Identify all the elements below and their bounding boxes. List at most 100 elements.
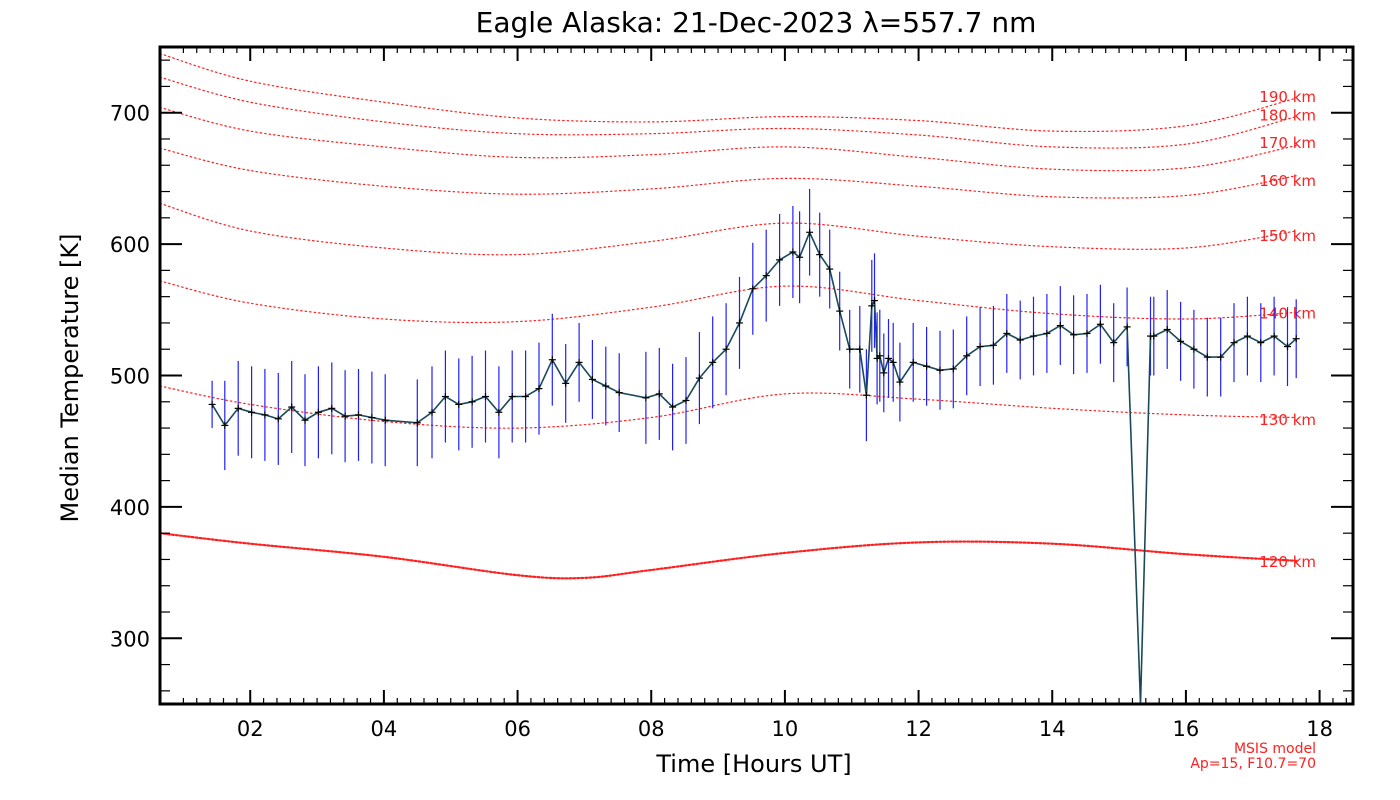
data-point [1243, 332, 1251, 340]
data-point [588, 375, 596, 383]
data-point [1043, 329, 1051, 337]
data-point [846, 345, 854, 353]
data-point [468, 398, 476, 406]
data-point [381, 416, 389, 424]
data-point [1217, 353, 1225, 361]
data-point [341, 412, 349, 420]
data-point [368, 414, 376, 422]
data-point [789, 248, 797, 256]
data-point [642, 394, 650, 402]
data-point [776, 256, 784, 264]
data-point [615, 389, 623, 397]
data-point [862, 391, 870, 399]
data-point [880, 369, 888, 377]
model-curve-170-km [159, 106, 1297, 172]
measured-series [208, 228, 1300, 705]
model-note-line2: Ap=15, F10.7=70 [1190, 756, 1316, 772]
data-point [682, 396, 690, 404]
altitude-label: 150 km [1259, 227, 1316, 245]
data-point [495, 408, 503, 416]
model-note-line1: MSIS model [1234, 741, 1316, 757]
y-tick-label: 500 [110, 365, 150, 389]
plot-frame [158, 45, 1355, 706]
data-point [762, 272, 770, 280]
x-tick-label: 10 [772, 717, 799, 741]
altitude-label: 190 km [1259, 88, 1316, 106]
data-point [562, 379, 570, 387]
data-point [221, 421, 229, 429]
model-curve-150-km [159, 202, 1297, 256]
x-tick-label: 02 [237, 717, 264, 741]
data-point [989, 341, 997, 349]
data-point [936, 366, 944, 374]
altitude-label: 130 km [1259, 411, 1316, 429]
data-point [749, 285, 757, 293]
data-point [413, 419, 421, 427]
data-point [889, 358, 897, 366]
model-curve-120-km [158, 532, 1298, 580]
data-point [923, 362, 931, 370]
data-point [695, 374, 703, 382]
model-curve-190-km [159, 53, 1297, 133]
data-point [669, 403, 677, 411]
data-point [1083, 329, 1091, 337]
data-point [806, 228, 814, 236]
model-curve-130-km [159, 385, 1297, 429]
data-point [1163, 326, 1171, 334]
altitude-label: 120 km [1259, 553, 1316, 571]
data-point [575, 358, 583, 366]
data-point [1110, 339, 1118, 347]
x-tick-label: 06 [504, 717, 531, 741]
x-tick-label: 16 [1173, 717, 1200, 741]
data-point [722, 345, 730, 353]
altitude-label: 180 km [1259, 106, 1316, 124]
data-point [248, 408, 256, 416]
data-point [354, 411, 362, 419]
data-point [1096, 320, 1104, 328]
data-point [836, 307, 844, 315]
data-point [441, 393, 449, 401]
msis-model-curves [158, 53, 1298, 580]
data-point [1016, 336, 1024, 344]
data-point [796, 253, 804, 261]
data-point [876, 352, 884, 360]
data-point [455, 400, 463, 408]
data-point [976, 343, 984, 351]
data-point [1284, 343, 1292, 351]
data-point [481, 393, 489, 401]
data-point [1292, 335, 1300, 343]
data-point [868, 302, 876, 310]
x-tick-label: 08 [638, 717, 665, 741]
x-tick-label: 14 [1039, 717, 1066, 741]
data-point [909, 358, 917, 366]
data-point [1177, 337, 1185, 345]
data-point [1257, 339, 1265, 347]
data-point [884, 354, 892, 362]
data-point [548, 356, 556, 364]
data-point [709, 358, 717, 366]
error-bars [211, 188, 1297, 471]
x-tick-label: 18 [1306, 717, 1333, 741]
data-point [1123, 323, 1131, 331]
data-point [1070, 331, 1078, 339]
x-tick-label: 12 [905, 717, 932, 741]
altitude-label: 160 km [1259, 172, 1316, 190]
data-point [208, 400, 216, 408]
x-axis-ticks: 02 04 06 08 10 12 14 16 18 [182, 47, 1347, 741]
x-tick-label: 04 [371, 717, 398, 741]
data-point [655, 390, 663, 398]
data-point [963, 352, 971, 360]
data-point [870, 297, 878, 305]
y-tick-label: 700 [110, 102, 150, 126]
data-point [301, 416, 309, 424]
data-point [735, 319, 743, 327]
data-point [314, 408, 322, 416]
data-point [1056, 322, 1064, 330]
data-point [602, 382, 610, 390]
x-axis-label: Time [Hours UT] [655, 750, 851, 778]
data-point [328, 404, 336, 412]
data-point [522, 393, 530, 401]
data-point [428, 408, 436, 416]
